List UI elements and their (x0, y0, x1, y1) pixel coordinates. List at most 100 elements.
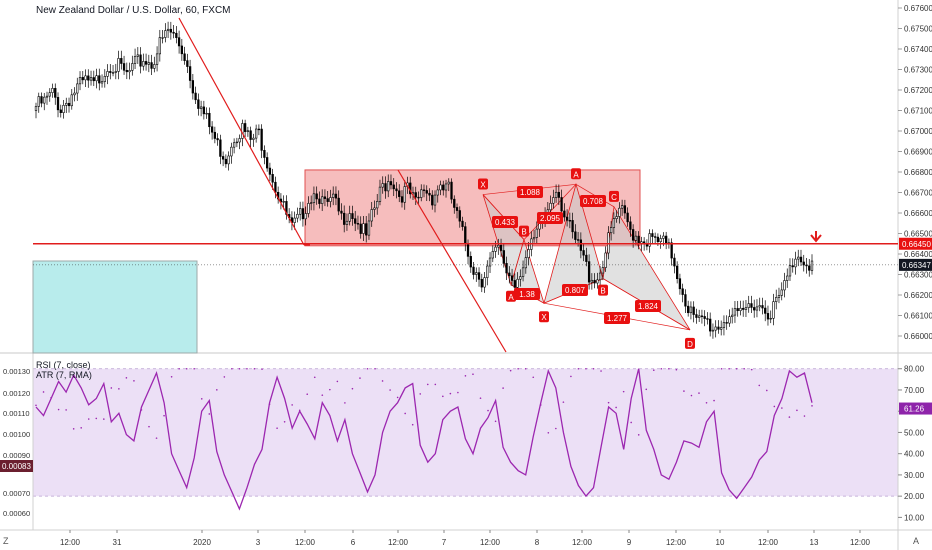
candle-body (232, 142, 236, 148)
candle-body (648, 233, 651, 247)
time-axis[interactable]: 12:00 31 2020 3 12:00 6 12:00 7 12:00 8 12:00 9 12:0… (60, 530, 871, 547)
candle-body (332, 193, 335, 198)
atr-dot (283, 420, 286, 423)
candle-body (142, 61, 145, 67)
candle-body (186, 60, 189, 67)
candle-body (579, 239, 583, 251)
candle-body (373, 207, 376, 210)
atr-dot (600, 370, 602, 372)
candle-body (98, 75, 101, 84)
candle-body (161, 37, 164, 39)
candle-body (711, 329, 715, 332)
trend-lines[interactable] (33, 17, 898, 353)
price-axis[interactable]: 0.67600 0.67500 0.67400 0.67300 0.67200 0.671… (898, 4, 932, 341)
candle-body (466, 243, 470, 257)
atr-dot (728, 367, 730, 370)
pattern-labels: X A B X A B C D 0.433 1.38 1.088 2.095 0.807 0.708 1.8… (478, 168, 695, 349)
candle-body (461, 220, 464, 227)
candle-body (150, 62, 153, 69)
rsi-value-label: 61.26 (904, 405, 925, 414)
rsi-tick-label: 40.00 (904, 450, 925, 459)
candle-body (698, 315, 701, 318)
atr-dot (223, 376, 226, 378)
candle-body (271, 174, 274, 183)
price-tick-label: 0.66900 (904, 148, 932, 157)
atr-dot (396, 396, 399, 399)
cyan-box[interactable] (32, 260, 198, 354)
pattern-point-badge (506, 290, 516, 302)
atr-dot (781, 407, 783, 409)
atr-dot (253, 367, 256, 370)
candle-body (153, 64, 156, 69)
candle-body (265, 157, 269, 169)
atr-tick-label: 0.00070 (3, 489, 30, 498)
time-tick-label: 12:00 (60, 538, 81, 547)
candle-body (728, 316, 731, 324)
candle-body (524, 257, 527, 269)
level-price-label: 0.66450 (902, 240, 931, 249)
candle-body (175, 32, 178, 38)
candle-body (235, 141, 239, 144)
atr-dot (155, 437, 158, 439)
atr-tick-label: 0.00110 (3, 409, 30, 418)
time-tick-label: 12:00 (572, 538, 593, 547)
candle-body (362, 223, 365, 234)
candle-body (56, 97, 60, 111)
time-tick-label: 12:00 (388, 538, 409, 547)
candle-body (158, 37, 161, 55)
candle-body (224, 158, 228, 165)
atr-dot (419, 393, 422, 395)
pattern-ratio-label: 1.277 (607, 314, 628, 323)
candle-body (183, 53, 186, 61)
candle-body (653, 236, 657, 238)
atr-dot (652, 369, 655, 371)
atr-dot (35, 404, 37, 407)
price-tick-label: 0.66700 (904, 189, 932, 198)
atr-dot (80, 427, 83, 429)
atr-dot (570, 375, 572, 378)
candle-body (78, 77, 82, 85)
candle-body (609, 227, 613, 234)
candle-body (243, 123, 247, 132)
candle-body (739, 307, 742, 312)
price-tick-label: 0.66400 (904, 250, 932, 259)
candle-body (73, 92, 76, 96)
pattern-point-badge (519, 225, 529, 237)
atr-legend[interactable]: ATR (7, RMA) (36, 370, 92, 380)
time-tick-label: 12:00 (758, 538, 779, 547)
candle-body (301, 208, 305, 220)
rsi-tick-label: 20.00 (904, 492, 925, 501)
candle-body (199, 106, 203, 109)
candle-body (777, 295, 781, 298)
candle-body (750, 303, 753, 308)
atr-dot (720, 367, 723, 370)
atr-tick-label: 0.00120 (3, 389, 30, 398)
atr-dot (660, 367, 663, 370)
atr-dot (329, 388, 331, 391)
candle-body (513, 280, 516, 288)
chart-title: New Zealand Dollar / U.S. Dollar, 60, FX… (36, 5, 231, 16)
candle-body (497, 244, 500, 248)
candle-body (783, 280, 786, 291)
candle-body (376, 201, 379, 209)
trend-line-down (178, 17, 305, 246)
candle-body (499, 244, 503, 251)
candle-body (359, 223, 362, 234)
candle-body (695, 314, 698, 318)
pattern-point-label: A (508, 293, 514, 302)
candle-body (45, 95, 49, 98)
candle-body (709, 318, 712, 332)
rsi-legend[interactable]: RSI (7, close) (36, 360, 91, 370)
atr-dot (133, 380, 135, 382)
corner-label-right[interactable]: A (913, 536, 920, 546)
candle-body (483, 277, 486, 288)
candle-body (455, 207, 459, 211)
candle-body (103, 76, 106, 82)
atr-dot (110, 387, 113, 389)
time-tick-label: 6 (351, 538, 356, 547)
atr-dot (231, 367, 233, 370)
price-tick-label: 0.67300 (904, 66, 932, 75)
candle-body (367, 220, 371, 236)
pattern-point-label: D (687, 340, 693, 349)
